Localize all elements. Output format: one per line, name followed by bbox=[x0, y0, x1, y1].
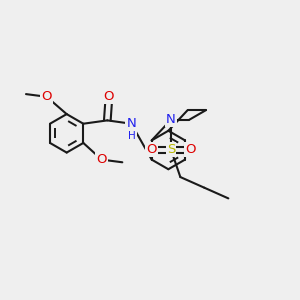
Text: O: O bbox=[104, 90, 114, 103]
Text: N: N bbox=[126, 117, 136, 130]
Text: O: O bbox=[146, 143, 157, 156]
Text: N: N bbox=[166, 113, 176, 126]
Text: H: H bbox=[128, 131, 136, 141]
Text: O: O bbox=[41, 90, 52, 103]
Text: O: O bbox=[96, 153, 107, 166]
Text: S: S bbox=[167, 143, 175, 156]
Text: O: O bbox=[185, 143, 196, 156]
